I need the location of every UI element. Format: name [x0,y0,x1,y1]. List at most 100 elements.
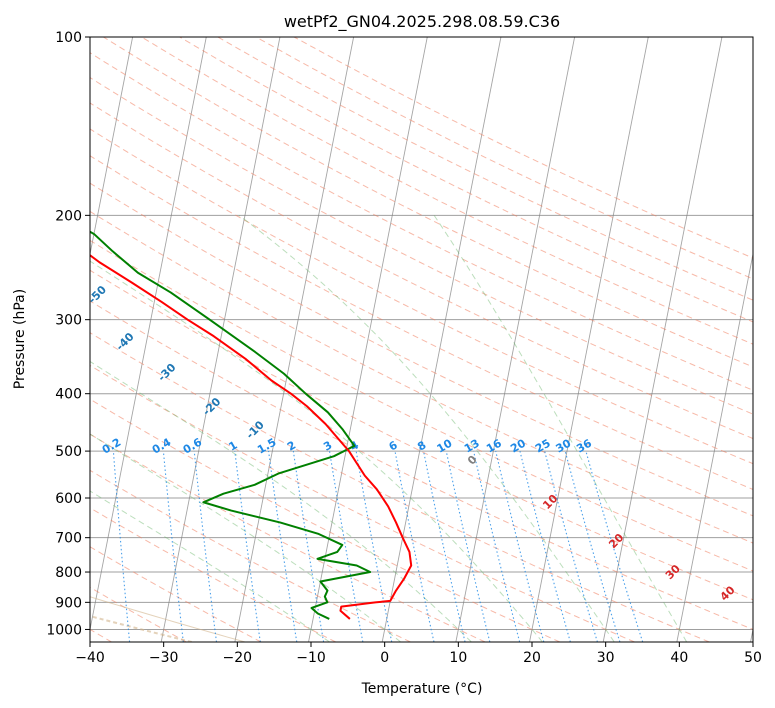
mixing-ratio-line [268,451,298,642]
isotherm-line [529,37,649,642]
dry-adiabat-line [90,182,753,517]
mixing-ratio-line [564,450,621,642]
dry-adiabat-line [90,433,486,642]
dry-adiabat-label: -40 [113,330,136,353]
plot-frame [89,36,754,643]
mixing-ratio-line [519,450,571,642]
x-tick-label: 10 [449,650,467,666]
x-tick-label: −40 [75,650,105,666]
x-tick-label: 40 [670,650,688,666]
mixing-ratio-line [423,450,466,642]
y-tick-label: 900 [55,595,82,611]
mixing-ratio-line [544,450,598,642]
x-tick-label: 30 [597,650,615,666]
moist-adiabat-label: 40 [718,583,738,603]
dry-adiabat-label: -80 [34,135,57,158]
grid-layer [90,37,753,642]
mixing-ratio-label: 16 [484,436,504,455]
dry-adiabat-line [103,37,753,368]
x-tick-label: 50 [744,650,762,666]
moist-adiabat-label: 0 [465,453,480,468]
mixing-ratio-line [234,451,261,642]
isotherm-line [750,627,753,642]
profile-layer [90,230,413,620]
x-axis-label: Temperature (°C) [361,681,483,697]
y-tick-label: 300 [55,313,82,329]
y-tick-label: 700 [55,531,82,547]
mixing-ratio-line [355,451,393,642]
mixing-ratio-line [162,451,184,642]
guide-curve-line [90,596,246,642]
temperature-profile-line [90,254,413,620]
y-tick-label: 600 [55,491,82,507]
dry-adiabat-label: -60 [58,235,81,258]
moist-adiabat-line [433,215,688,642]
moist-adiabat-line [90,490,330,642]
dry-adiabat-line [90,269,753,601]
axes: −40 −30 −20 −10 0 10 20 30 40 5010009008007006005… [46,30,762,666]
mixing-ratio-label: 0.2 [100,436,123,457]
y-tick-label: 1000 [46,622,82,638]
dry-adiabat-line [293,37,753,259]
dry-adiabat-line [90,76,753,415]
x-tick-label: −10 [296,650,326,666]
mixing-ratio-label: 0.4 [150,435,174,456]
dry-adiabat-label: -10 [244,418,267,441]
dry-adiabat-label: -90 [32,86,55,109]
dry-adiabat-label: -50 [86,283,109,306]
isotherm-line [160,37,281,642]
mixing-ratio-line [112,451,131,642]
mixing-ratio-line [193,451,218,642]
mixing-ratio-label: 10 [435,436,455,455]
dry-adiabat-label: -30 [155,361,178,384]
dry-adiabat-line [90,128,753,465]
mixing-ratio-line [445,450,491,642]
moist-adiabat-line [90,260,543,642]
moist-adiabat-line [90,360,472,642]
isotherm-line [455,37,576,642]
y-tick-label: 100 [55,30,82,46]
dry-adiabat-line [90,239,753,572]
dry-adiabat-line [90,210,753,544]
mixing-ratio-label: 25 [533,437,553,456]
isotherm-line [308,37,428,642]
chart-title: wetPf2_GN04.2025.298.08.59.C36 [284,12,560,32]
x-tick-label: 20 [523,650,541,666]
x-tick-label: −20 [223,650,253,666]
x-tick-label: −30 [149,650,179,666]
dry-adiabat-line [90,469,411,642]
mixing-ratio-line [495,450,545,642]
mixing-ratio-line [585,450,644,642]
mixing-ratio-line [473,450,521,642]
dry-adiabat-line [179,37,753,323]
isotherm-line [676,251,753,642]
isotherm-line [90,37,207,632]
mixing-ratio-line [394,450,435,642]
y-tick-label: 200 [55,208,82,224]
y-tick-label: 500 [55,444,82,460]
isoline-labels: 0.1 0.2 0.4 0.6 1 1.5 2 3 4 6 8 10 13 16 20 25 30 36-100-… [18,30,738,604]
x-tick-label: 0 [380,650,389,666]
dry-adiabat-line [90,155,753,490]
mixing-ratio-label: 36 [574,436,594,455]
dry-adiabat-line [90,364,635,642]
mixing-ratio-label: 20 [508,436,528,455]
dry-adiabat-line [90,507,336,642]
dry-adiabat-line [141,37,753,345]
dry-adiabat-line [90,586,187,642]
dewpoint-profile-line [90,230,372,620]
dry-adiabat-line [90,102,753,440]
isotherm-line [381,37,502,642]
isotherm-line [90,37,134,257]
moist-adiabat-line [238,214,615,642]
dry-adiabat-line [90,332,710,642]
moist-adiabat-label: 30 [663,562,683,582]
dry-adiabat-line [90,300,753,630]
isotherm-line [602,37,723,642]
y-tick-label: 400 [55,387,82,403]
dry-adiabat-line [217,37,753,301]
dry-adiabat-label: -100 [18,30,47,59]
isotherm-line [234,37,355,642]
dry-adiabat-line [90,52,753,391]
